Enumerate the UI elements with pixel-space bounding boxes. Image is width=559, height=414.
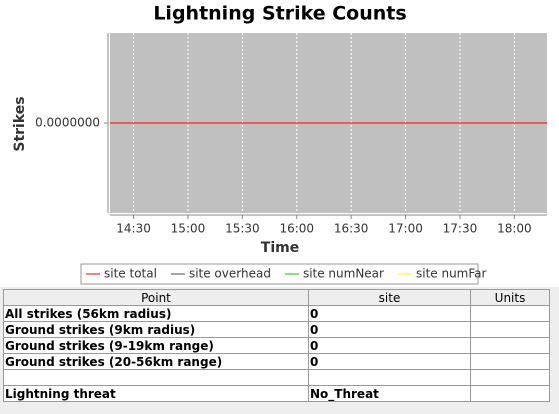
legend — [80, 263, 479, 285]
column-header: site — [308, 289, 471, 306]
table-row: Ground strikes (9-19km range) 0 — [3, 337, 550, 354]
table-cell — [470, 353, 550, 370]
column-header: Units — [470, 289, 550, 306]
table-cell: All strikes (56km radius) — [3, 305, 309, 322]
x-tick-label: 17:00 — [388, 222, 423, 236]
table-cell: No_Threat — [308, 385, 471, 402]
y-axis-label: Strikes — [12, 96, 28, 151]
table-cell — [470, 385, 550, 402]
x-tick-label: 16:00 — [279, 222, 314, 236]
table-cell — [308, 369, 471, 386]
chart: Lightning Strike Counts Time Strikes 14:… — [0, 0, 559, 287]
table-row — [3, 369, 550, 386]
x-tick-label: 18:00 — [497, 222, 532, 236]
x-tick-label: 15:30 — [225, 222, 260, 236]
table-cell: 0 — [308, 305, 471, 322]
x-axis-label: Time — [261, 240, 299, 256]
table-cell — [470, 369, 550, 386]
table-row: All strikes (56km radius) 0 — [3, 305, 550, 322]
chart-title: Lightning Strike Counts — [153, 3, 406, 25]
x-tick-label: 16:30 — [334, 222, 369, 236]
table-cell — [470, 305, 550, 322]
table-cell — [470, 321, 550, 338]
table-cell: Ground strikes (9-19km range) — [3, 337, 309, 354]
column-header: Point — [3, 289, 309, 306]
table-row: Ground strikes (20-56km range) 0 — [3, 353, 550, 370]
table-cell: 0 — [308, 321, 471, 338]
table-cell: Ground strikes (9km radius) — [3, 321, 309, 338]
data-table: Point site Units All strikes (56km radius) 0… — [3, 289, 550, 402]
y-tick-label: 0.0000000 — [35, 116, 100, 130]
legend-label: site total — [104, 267, 157, 281]
x-tick-label: 14:30 — [116, 222, 151, 236]
table-row: Ground strikes (9km radius) 0 — [3, 321, 550, 338]
legend-label: site numNear — [303, 267, 384, 281]
table-row: Lightning threat No_Threat — [3, 385, 550, 402]
table-cell — [470, 337, 550, 354]
x-tick-label: 15:00 — [171, 222, 206, 236]
legend-label: site numFar — [416, 267, 487, 281]
x-tick-label: 17:30 — [443, 222, 478, 236]
table-cell: 0 — [308, 337, 471, 354]
table-cell: 0 — [308, 353, 471, 370]
table-cell — [3, 369, 309, 386]
legend-label: site overhead — [189, 267, 271, 281]
table-cell: Ground strikes (20-56km range) — [3, 353, 309, 370]
table-cell: Lightning threat — [3, 385, 309, 402]
